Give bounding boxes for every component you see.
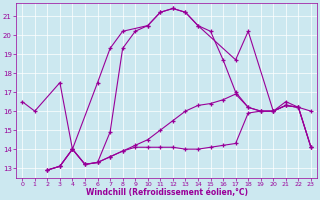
X-axis label: Windchill (Refroidissement éolien,°C): Windchill (Refroidissement éolien,°C) (85, 188, 248, 197)
